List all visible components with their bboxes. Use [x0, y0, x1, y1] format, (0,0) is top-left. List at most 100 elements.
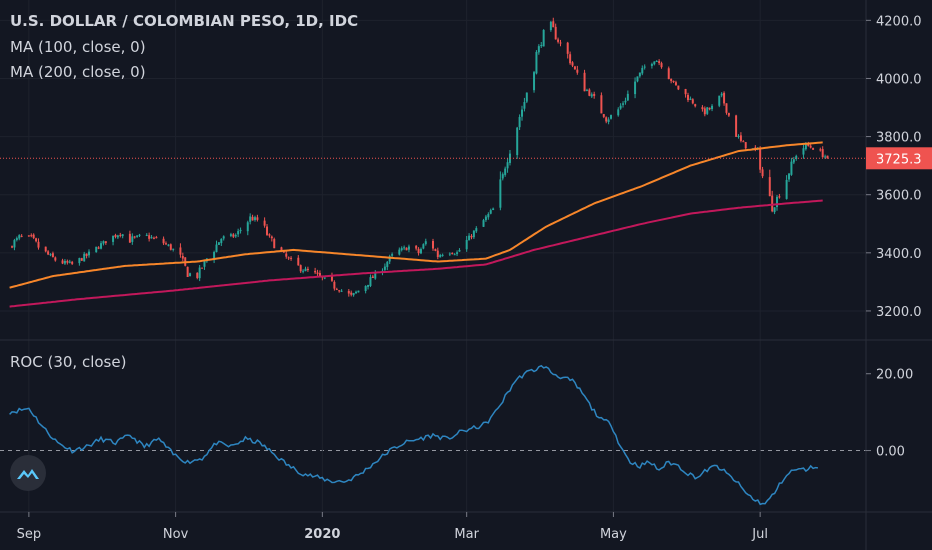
candle-up — [424, 241, 427, 245]
candle-down — [405, 247, 408, 251]
legend-roc[interactable]: ROC (30, close) — [10, 353, 127, 371]
candle-up — [525, 92, 528, 102]
candle-down — [602, 114, 605, 117]
tradingview-logo-icon[interactable] — [10, 455, 46, 491]
candle-up — [506, 162, 509, 169]
candle-up — [172, 248, 175, 250]
candle-down — [434, 249, 437, 251]
candle-up — [824, 156, 827, 158]
candle-down — [672, 80, 675, 82]
candle-down — [162, 238, 165, 244]
candle-down — [104, 241, 107, 243]
candle-down — [350, 292, 353, 295]
candle-up — [398, 249, 401, 255]
candle-up — [15, 238, 18, 241]
candle-up — [367, 284, 370, 287]
candle-up — [492, 208, 495, 211]
candle-down — [819, 149, 822, 151]
price-tick-label: 3600.0 — [876, 189, 922, 204]
candle-up — [516, 127, 519, 156]
candle-up — [636, 76, 639, 82]
candle-up — [533, 72, 536, 91]
candle-down — [583, 72, 586, 92]
candle-up — [63, 260, 66, 264]
candle-up — [773, 207, 776, 213]
candle-down — [266, 226, 269, 235]
candle-up — [422, 244, 425, 249]
candle-up — [448, 253, 451, 255]
candle-up — [112, 235, 115, 242]
price-tick-label: 4000.0 — [876, 72, 922, 87]
candle-up — [523, 102, 526, 109]
legend-ma200[interactable]: MA (200, close, 0) — [10, 63, 146, 81]
candle-down — [169, 244, 172, 250]
candle-down — [155, 237, 158, 239]
candle-down — [71, 261, 74, 264]
candle-down — [660, 63, 663, 68]
candle-up — [391, 254, 394, 256]
candle-up — [203, 260, 206, 267]
candle-down — [290, 257, 293, 259]
candle-up — [653, 61, 656, 65]
candle-up — [804, 142, 807, 150]
candle-down — [179, 247, 182, 255]
candle-down — [287, 257, 290, 259]
candle-up — [540, 45, 543, 47]
chart-title[interactable]: U.S. DOLLAR / COLOMBIAN PESO, 1D, IDC — [10, 12, 359, 30]
candle-up — [239, 229, 242, 232]
logo-mark — [17, 469, 39, 479]
time-tick-label-may: May — [600, 527, 627, 542]
candle-up — [622, 103, 625, 105]
candle-up — [542, 29, 545, 47]
price-axis[interactable]: 3200.0 3400.0 3600.0 3800.0 4000.0 4200.0 0.00… — [866, 14, 922, 460]
candle-up — [18, 235, 21, 239]
candle-up — [213, 251, 216, 260]
candle-up — [468, 235, 471, 241]
candle-up — [88, 251, 91, 256]
candle-up — [383, 266, 386, 270]
candle-down — [280, 247, 283, 252]
candle-down — [807, 143, 810, 146]
candle-up — [400, 248, 403, 251]
candle-down — [37, 241, 40, 248]
candle-up — [229, 234, 232, 236]
time-axis[interactable]: Sep Nov 2020 Mar May Jul — [17, 512, 768, 542]
candle-up — [49, 254, 52, 256]
candle-down — [114, 235, 117, 237]
candle-up — [189, 273, 192, 277]
candle-down — [335, 288, 338, 290]
candle-down — [557, 39, 560, 42]
candle-down — [119, 234, 122, 236]
legend-ma100[interactable]: MA (100, close, 0) — [10, 38, 146, 56]
candle-down — [256, 217, 259, 220]
candle-up — [138, 234, 141, 236]
candle-down — [85, 253, 88, 256]
candle-up — [549, 21, 552, 31]
candle-down — [347, 291, 350, 294]
candle-up — [689, 98, 692, 100]
candle-up — [537, 46, 540, 53]
candle-up — [626, 93, 629, 101]
last-price-label: 3725.3 — [876, 152, 922, 167]
candle-up — [68, 261, 71, 263]
candle-down — [735, 115, 738, 137]
candle-up — [499, 179, 502, 208]
candle-down — [11, 246, 14, 248]
candle-down — [232, 234, 235, 237]
candle-down — [778, 196, 781, 198]
candle-down — [554, 26, 557, 40]
candle-down — [417, 248, 420, 254]
candle-down — [97, 247, 100, 249]
candle-down — [694, 104, 697, 107]
price-tick-label: 3400.0 — [876, 247, 922, 262]
candle-up — [407, 246, 410, 250]
candle-up — [718, 95, 721, 106]
candle-up — [785, 179, 788, 199]
candle-up — [419, 249, 422, 254]
candle-down — [80, 258, 83, 261]
moving-average-lines — [9, 141, 823, 308]
candle-down — [559, 42, 562, 44]
